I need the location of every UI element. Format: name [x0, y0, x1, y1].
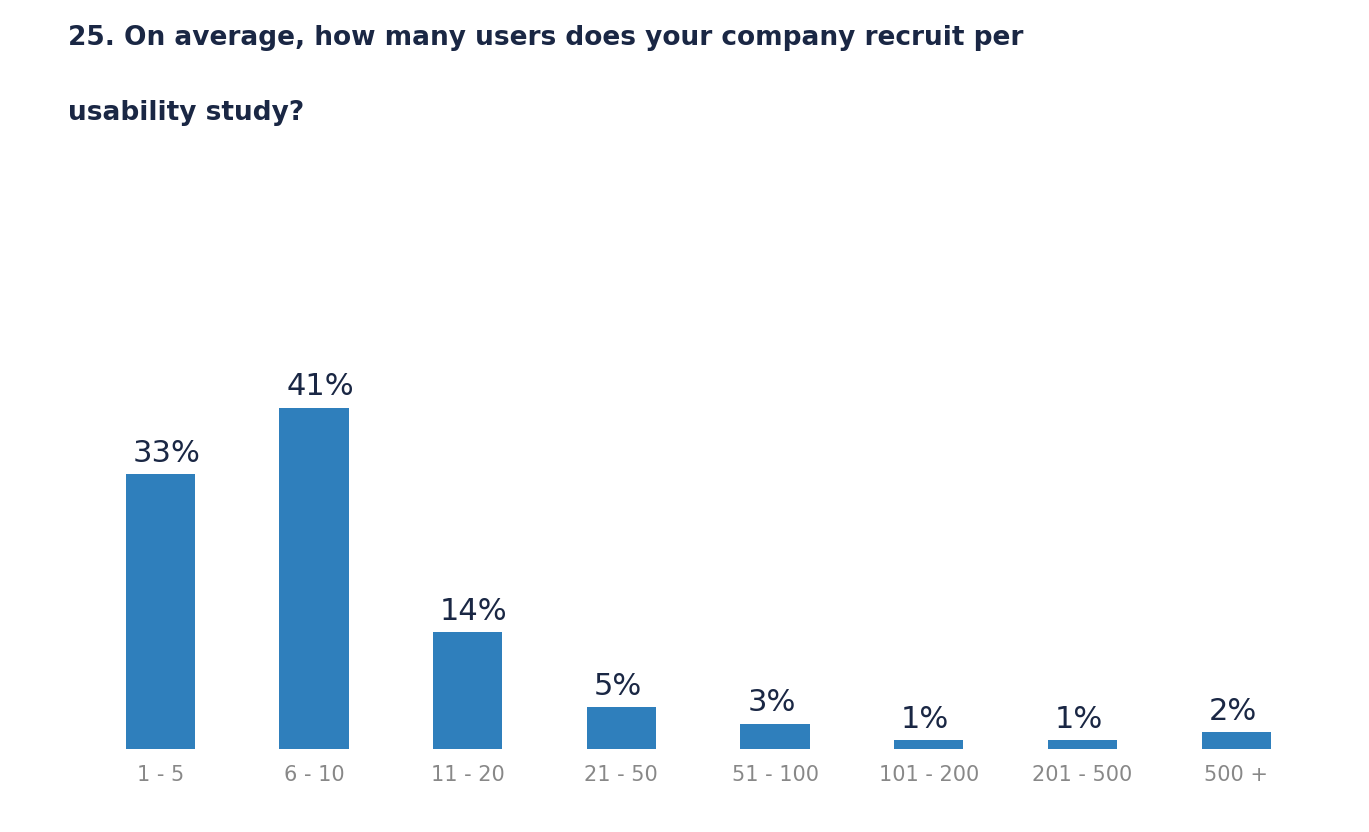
Bar — [1047, 740, 1117, 749]
Text: 41%: 41% — [286, 372, 355, 401]
Bar — [894, 740, 964, 749]
Text: usability study?: usability study? — [68, 100, 305, 126]
Bar — [279, 408, 349, 749]
Text: 25. On average, how many users does your company recruit per: 25. On average, how many users does your… — [68, 25, 1024, 51]
Text: 2%: 2% — [1209, 696, 1257, 726]
Bar — [433, 632, 502, 749]
Text: 14%: 14% — [439, 597, 508, 626]
Bar — [1202, 732, 1270, 749]
Text: 1%: 1% — [901, 705, 949, 734]
Text: 3%: 3% — [747, 688, 795, 717]
Text: 5%: 5% — [594, 671, 642, 701]
Text: 1%: 1% — [1054, 705, 1103, 734]
Bar — [741, 724, 809, 749]
Bar — [587, 707, 656, 749]
Bar — [126, 474, 194, 749]
Text: 33%: 33% — [133, 438, 200, 468]
